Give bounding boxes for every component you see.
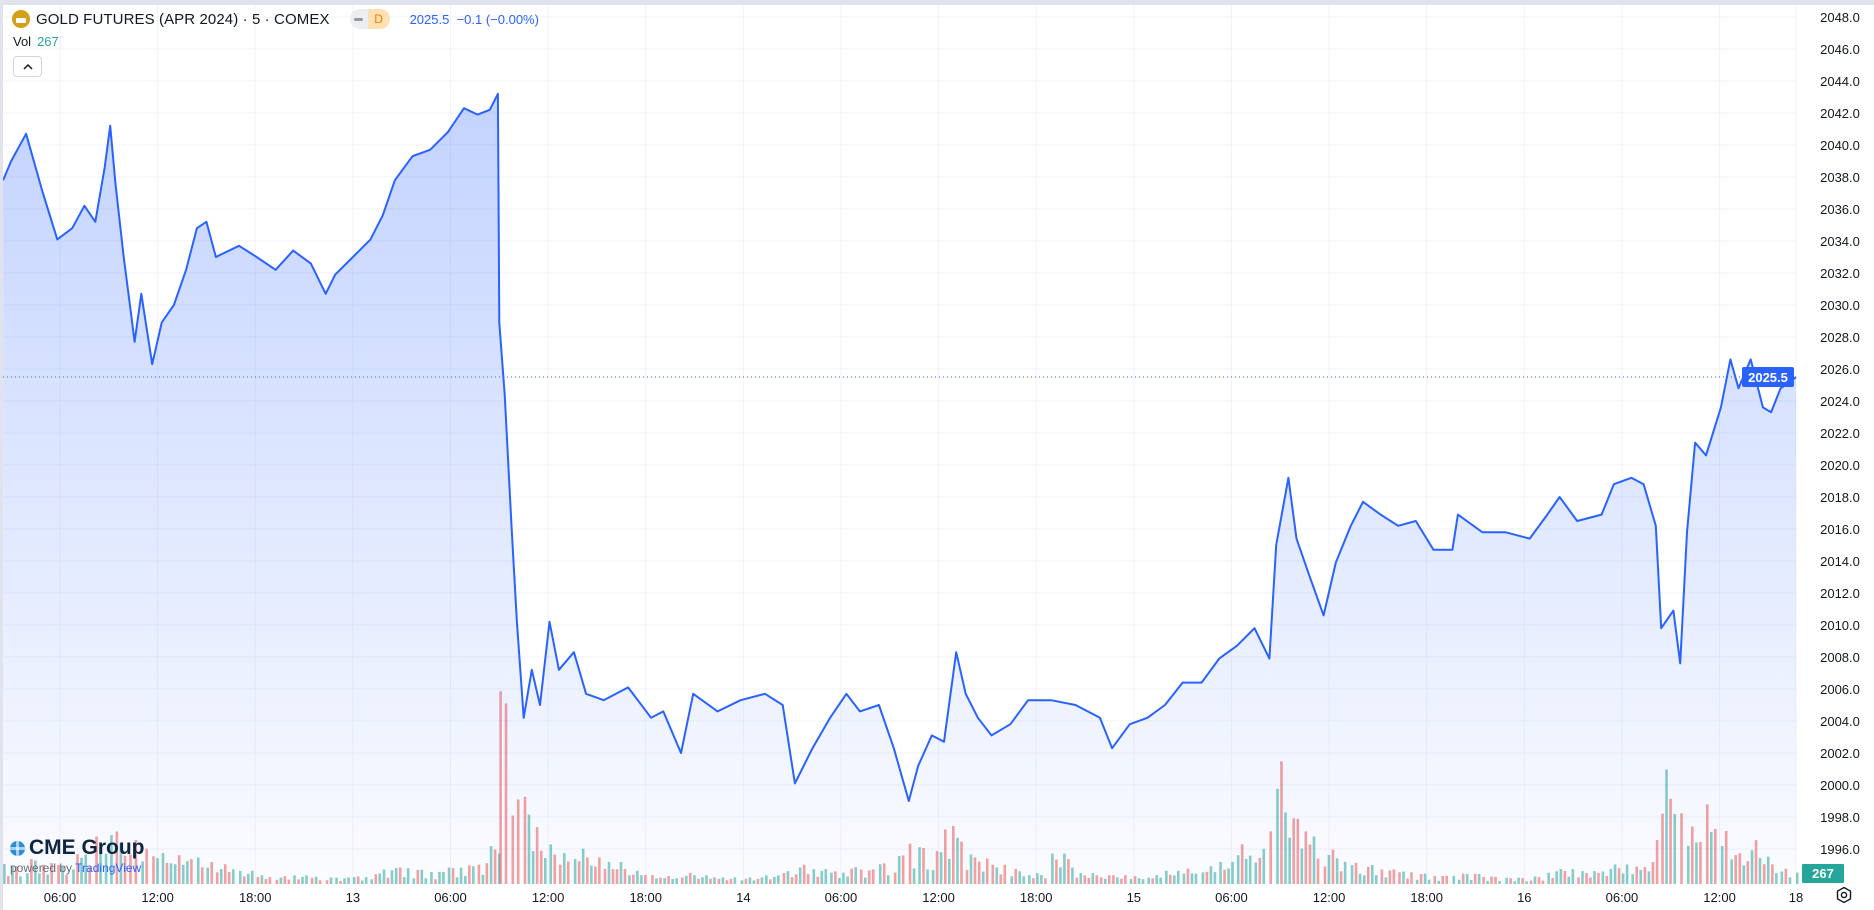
volume-bar (1796, 872, 1799, 884)
market-status-badge[interactable]: D (349, 9, 390, 29)
gold-bar-icon (12, 10, 30, 28)
volume-label: Vol (13, 34, 32, 49)
y-tick-label: 2016.0 (1820, 522, 1860, 537)
y-tick-label: 2006.0 (1820, 682, 1860, 697)
x-tick-label: 06:00 (1606, 890, 1639, 905)
x-tick-label: 18 (1789, 890, 1803, 905)
y-tick-label: 2026.0 (1820, 362, 1860, 377)
x-tick-label: 13 (346, 890, 360, 905)
minus-icon (349, 9, 368, 29)
volume-value: 267 (37, 34, 59, 49)
y-tick-label: 2038.0 (1820, 170, 1860, 185)
x-tick-label: 06:00 (434, 890, 467, 905)
y-tick-label: 1996.0 (1820, 842, 1860, 857)
y-tick-label: 2012.0 (1820, 586, 1860, 601)
x-tick-label: 12:00 (922, 890, 955, 905)
y-tick-label: 2020.0 (1820, 458, 1860, 473)
y-tick-label: 1998.0 (1820, 810, 1860, 825)
x-tick-label: 18:00 (239, 890, 272, 905)
last-price-tag: 2025.5 (1742, 367, 1794, 387)
y-tick-label: 2010.0 (1820, 618, 1860, 633)
y-tick-label: 2036.0 (1820, 202, 1860, 217)
x-tick-label: 06:00 (1215, 890, 1248, 905)
y-tick-label: 2034.0 (1820, 234, 1860, 249)
last-price: 2025.5 (409, 11, 450, 27)
symbol-title[interactable]: GOLD FUTURES (APR 2024) · 5 · COMEX (36, 10, 330, 28)
top-border (0, 0, 1874, 5)
price-readout: 2025.5 −0.1 (−0.00%) (410, 12, 539, 27)
chevron-up-icon (22, 63, 33, 70)
y-tick-label: 2040.0 (1820, 138, 1860, 153)
last-price-label: 2025.5 (1748, 370, 1788, 385)
y-tick-label: 2018.0 (1820, 490, 1860, 505)
price-change: −0.1 (−0.00%) (456, 11, 539, 27)
price-area-fill (3, 93, 1797, 885)
collapse-legend-button[interactable] (13, 56, 42, 77)
x-tick-label: 12:00 (532, 890, 565, 905)
price-axis: 1996.0 1998.0 2000.0 2002.0 2004.0 2006.0 2008… (1820, 10, 1860, 857)
x-tick-label: 12:00 (1703, 890, 1736, 905)
symbol-legend: GOLD FUTURES (APR 2024) · 5 · COMEX D 20… (12, 9, 539, 29)
y-tick-label: 2030.0 (1820, 298, 1860, 313)
left-border (0, 0, 3, 910)
y-tick-label: 2002.0 (1820, 746, 1860, 761)
x-tick-label: 06:00 (44, 890, 77, 905)
y-tick-label: 2046.0 (1820, 42, 1860, 57)
y-tick-label: 2044.0 (1820, 74, 1860, 89)
powered-by-text: powered by TradingView (10, 861, 142, 875)
x-tick-label: 16 (1517, 890, 1531, 905)
x-tick-label: 18:00 (1410, 890, 1443, 905)
last-volume-label: 267 (1812, 866, 1834, 881)
y-tick-label: 2004.0 (1820, 714, 1860, 729)
volume-legend: Vol 267 (13, 34, 59, 49)
y-tick-label: 2032.0 (1820, 266, 1860, 281)
x-tick-label: 14 (736, 890, 750, 905)
x-tick-label: 06:00 (825, 890, 858, 905)
x-tick-label: 15 (1127, 890, 1141, 905)
globe-icon (10, 840, 25, 856)
settings-icon[interactable] (1835, 886, 1853, 904)
delayed-badge: D (367, 9, 390, 29)
tradingview-link[interactable]: TradingView (75, 861, 142, 875)
y-tick-label: 2000.0 (1820, 778, 1860, 793)
x-tick-label: 12:00 (1313, 890, 1346, 905)
x-tick-label: 12:00 (141, 890, 174, 905)
time-axis: 06:00 12:00 18:00 13 06:00 12:00 18:00 14 06:00 1… (44, 890, 1804, 905)
last-volume-tag: 267 (1802, 864, 1844, 883)
cme-group-branding[interactable]: CME Group powered by TradingView (10, 836, 145, 875)
y-tick-label: 2048.0 (1820, 10, 1860, 25)
y-tick-label: 2042.0 (1820, 106, 1860, 121)
x-tick-label: 18:00 (1020, 890, 1053, 905)
y-tick-label: 2014.0 (1820, 554, 1860, 569)
price-line (2, 92, 1797, 802)
y-tick-label: 2024.0 (1820, 394, 1860, 409)
y-tick-label: 2008.0 (1820, 650, 1860, 665)
cme-logo-text: CME Group (29, 836, 145, 859)
y-tick-label: 2028.0 (1820, 330, 1860, 345)
y-tick-label: 2022.0 (1820, 426, 1860, 441)
x-tick-label: 18:00 (629, 890, 662, 905)
